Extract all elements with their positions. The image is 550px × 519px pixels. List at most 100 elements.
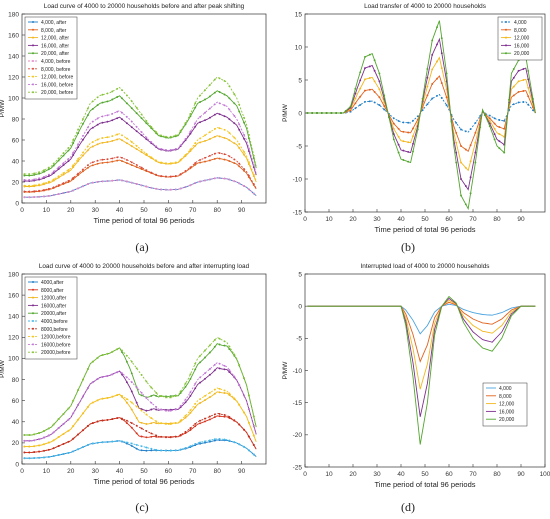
data-point <box>116 133 119 136</box>
data-point <box>455 161 458 164</box>
data-point <box>243 121 245 124</box>
data-point <box>101 141 104 144</box>
data-point <box>223 389 226 392</box>
data-point <box>199 141 202 144</box>
legend-marker <box>32 91 34 94</box>
data-point <box>199 398 202 401</box>
chart-c: Load curve of 4000 to 20000 households b… <box>0 263 267 486</box>
data-point <box>208 138 211 140</box>
data-point <box>96 96 99 99</box>
data-point <box>155 406 158 408</box>
data-point <box>47 448 50 451</box>
x-tick-label: 90 <box>238 207 246 214</box>
data-point <box>199 441 202 444</box>
data-point <box>498 140 501 143</box>
data-point <box>140 373 143 376</box>
data-point <box>38 450 41 453</box>
data-point <box>121 349 123 352</box>
data-point <box>111 179 114 182</box>
data-point <box>38 177 41 180</box>
data-point <box>184 398 187 401</box>
x-tick-label: 100 <box>540 471 550 478</box>
data-point <box>407 131 410 134</box>
data-point <box>392 133 395 136</box>
chart-title: Load curve of 4000 to 20000 households b… <box>39 263 250 270</box>
data-point <box>145 380 148 383</box>
data-point <box>82 168 84 171</box>
data-point <box>38 189 41 192</box>
data-point <box>91 161 94 164</box>
legend-marker <box>32 312 34 315</box>
data-point <box>368 53 371 56</box>
data-point <box>38 438 41 441</box>
data-point <box>320 112 323 114</box>
data-point <box>52 447 55 450</box>
data-point <box>121 179 123 182</box>
series-group <box>307 295 536 445</box>
series-line <box>24 112 257 182</box>
data-point <box>121 160 123 163</box>
data-point <box>184 121 187 124</box>
data-point <box>101 397 104 400</box>
data-point <box>488 114 491 117</box>
legend-label: 4,000 <box>499 386 512 392</box>
data-point <box>106 158 109 161</box>
x-tick-label: 50 <box>421 471 429 478</box>
data-point <box>213 345 216 348</box>
data-point <box>140 151 143 154</box>
data-point <box>67 149 70 152</box>
legend-label: 16,000, after <box>41 43 69 49</box>
data-point <box>116 417 119 420</box>
data-point <box>493 133 496 136</box>
data-point <box>96 143 99 146</box>
data-point <box>218 362 221 365</box>
data-point <box>125 162 128 165</box>
y-axis-label: P/MW <box>0 99 6 118</box>
data-point <box>469 160 472 163</box>
data-point <box>364 89 366 92</box>
data-point <box>140 408 143 411</box>
data-point <box>238 128 241 131</box>
data-point <box>77 143 80 146</box>
data-point <box>72 166 75 169</box>
data-point <box>218 391 221 394</box>
data-point <box>189 427 192 430</box>
data-point <box>121 89 123 92</box>
data-point <box>233 93 236 96</box>
data-point <box>252 415 255 418</box>
data-point <box>204 399 206 402</box>
data-point <box>86 166 89 169</box>
data-point <box>218 367 221 370</box>
legend-label: 12,000 <box>499 402 515 408</box>
data-point <box>426 94 429 97</box>
data-point <box>125 381 128 384</box>
data-point <box>460 178 462 180</box>
data-point <box>233 375 236 378</box>
data-point <box>416 115 419 118</box>
data-point <box>43 169 45 172</box>
data-point <box>503 119 506 122</box>
data-point <box>33 451 36 454</box>
data-point <box>194 362 197 365</box>
data-point <box>349 105 352 108</box>
x-tick-label: 60 <box>445 216 453 223</box>
data-point <box>140 445 143 448</box>
data-point <box>86 107 89 110</box>
data-point <box>228 348 231 351</box>
chart-title: Load transfer of 4000 to 20000 household… <box>364 3 486 10</box>
data-point <box>469 144 472 147</box>
data-point <box>208 154 211 157</box>
data-point <box>23 196 26 199</box>
data-point <box>238 364 241 366</box>
x-tick-label: 20 <box>349 216 357 223</box>
data-point <box>194 422 197 425</box>
data-point <box>378 80 381 83</box>
data-point <box>106 180 109 183</box>
data-point <box>407 121 410 124</box>
y-tick-label: 40 <box>12 419 20 426</box>
data-point <box>38 183 41 186</box>
data-point <box>121 394 123 397</box>
data-point <box>199 180 202 183</box>
data-point <box>493 122 496 125</box>
legend-label: 12,000, before <box>41 75 73 81</box>
